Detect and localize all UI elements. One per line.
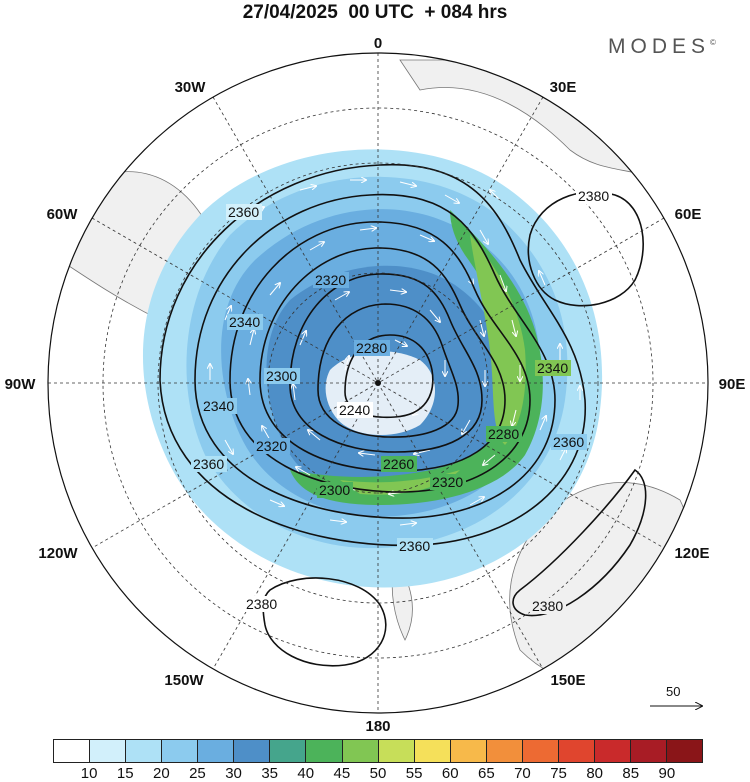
lon-label-120w: 120W xyxy=(38,545,78,562)
map-title: 27/04/2025 00 UTC + 084 hrs xyxy=(242,2,508,23)
contour-label: 2360 xyxy=(553,434,584,450)
colorbar-swatch xyxy=(306,740,343,762)
contour-label: 2340 xyxy=(203,398,234,414)
lon-label-0: 0 xyxy=(374,35,382,52)
contour-label: 2340 xyxy=(229,314,260,330)
contour-label: 2380 xyxy=(246,596,277,612)
contour-label: 2360 xyxy=(193,456,224,472)
lon-label-60w: 60W xyxy=(47,206,79,223)
colorbar-tick-label: 20 xyxy=(152,765,170,782)
contour-label: 2320 xyxy=(315,272,346,288)
colorbar-swatch xyxy=(558,740,595,762)
contour-label: 2320 xyxy=(432,474,463,490)
wind-speed-shading xyxy=(142,149,603,588)
colorbar-swatch xyxy=(631,740,668,762)
colorbar-swatch xyxy=(667,740,703,762)
contour-label: 2280 xyxy=(488,426,519,442)
lon-label-150e: 150E xyxy=(550,672,585,689)
brand-text: MODES xyxy=(608,35,711,58)
map-border xyxy=(47,52,709,714)
brand-mark: © xyxy=(710,38,716,47)
colorbar-tick-label: 60 xyxy=(441,765,459,782)
colorbar-swatch xyxy=(162,740,199,762)
lon-label-60e: 60E xyxy=(675,206,702,223)
colorbar-swatch xyxy=(378,740,415,762)
colorbar-tick-label: 65 xyxy=(477,765,495,782)
contour-label: 2380 xyxy=(532,598,563,614)
wind-arrows xyxy=(210,180,580,525)
colorbar-tick-label: 15 xyxy=(116,765,134,782)
colorbar-swatch xyxy=(90,740,127,762)
contour-label: 2380 xyxy=(578,188,609,204)
colorbar xyxy=(53,739,703,763)
lon-label-180: 180 xyxy=(365,718,390,735)
vector-reference-arrow xyxy=(650,700,710,712)
lon-label-120e: 120E xyxy=(674,545,709,562)
contour-label: 2300 xyxy=(319,482,350,498)
vector-reference-value: 50 xyxy=(666,684,681,699)
lon-label-150w: 150W xyxy=(164,672,204,689)
longitude-labels: 0 30E 60E 90E 120E 150E 180 150W 120W 90… xyxy=(5,35,746,735)
colorbar-tick-label: 40 xyxy=(297,765,315,782)
colorbar-swatch xyxy=(270,740,307,762)
colorbar-swatch xyxy=(234,740,271,762)
colorbar-tick-label: 35 xyxy=(261,765,278,782)
colorbar-tick-label: 55 xyxy=(405,765,423,782)
lon-label-90e: 90E xyxy=(719,376,746,393)
colorbar-swatch xyxy=(342,740,379,762)
colorbar-tick-label: 45 xyxy=(333,765,351,782)
colorbar-tick-label: 90 xyxy=(658,765,676,782)
colorbar-tick-label: 80 xyxy=(586,765,603,782)
contour-label: 2280 xyxy=(356,340,387,356)
colorbar-tick-label: 30 xyxy=(225,765,242,782)
contour-labels: 2360 2320 2340 2380 2280 2300 2240 2340 … xyxy=(191,188,612,614)
colorbar-tick-label: 70 xyxy=(514,765,531,782)
colorbar-swatch xyxy=(450,740,487,762)
colorbar-tick-label: 50 xyxy=(369,765,387,782)
colorbar-swatch xyxy=(522,740,559,762)
colorbar-swatch xyxy=(198,740,235,762)
colorbar-swatch xyxy=(594,740,631,762)
contour-label: 2260 xyxy=(383,456,414,472)
lon-label-90w: 90W xyxy=(5,376,37,393)
colorbar-tick-label: 85 xyxy=(622,765,640,782)
contour-label: 2320 xyxy=(256,438,287,454)
lon-label-30e: 30E xyxy=(550,79,577,96)
colorbar-tick-label: 75 xyxy=(550,765,567,782)
colorbar-swatch xyxy=(54,740,91,762)
colorbar-swatch xyxy=(486,740,523,762)
contour-label: 2300 xyxy=(266,368,297,384)
brand-logo: MODES© xyxy=(608,35,716,59)
contour-label: 2360 xyxy=(399,538,430,554)
colorbar-swatch xyxy=(126,740,163,762)
pole-marker xyxy=(375,380,381,386)
colorbar-tick-label: 25 xyxy=(189,765,206,782)
contour-label: 2340 xyxy=(537,360,568,376)
vector-reference: 50 xyxy=(650,684,710,717)
colorbar-tick-label: 10 xyxy=(80,765,98,782)
contour-label: 2360 xyxy=(228,204,259,220)
lon-label-30w: 30W xyxy=(175,79,207,96)
contour-label: 2240 xyxy=(339,402,370,418)
colorbar-swatch xyxy=(414,740,451,762)
